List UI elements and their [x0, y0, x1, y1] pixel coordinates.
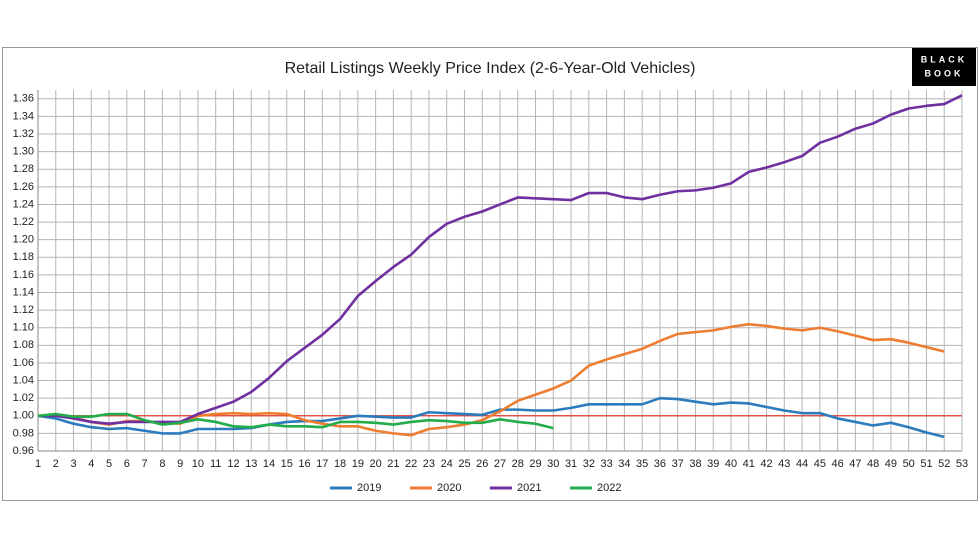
- y-tick-label: 1.28: [13, 163, 34, 175]
- y-tick-label: 1.10: [13, 322, 34, 334]
- x-tick-label: 36: [654, 458, 666, 470]
- y-tick-label: 1.32: [13, 128, 34, 140]
- x-tick-label: 7: [142, 458, 148, 470]
- x-tick-label: 22: [405, 458, 417, 470]
- x-tick-label: 16: [298, 458, 310, 470]
- x-tick-label: 43: [778, 458, 790, 470]
- x-tick-label: 45: [814, 458, 826, 470]
- x-tick-label: 40: [725, 458, 737, 470]
- x-tick-label: 14: [263, 458, 275, 470]
- y-tick-label: 1.06: [13, 357, 34, 369]
- y-tick-label: 0.96: [13, 445, 34, 457]
- x-tick-label: 26: [476, 458, 488, 470]
- y-tick-label: 1.24: [13, 198, 34, 210]
- x-tick-label: 19: [352, 458, 364, 470]
- x-tick-label: 23: [423, 458, 435, 470]
- series-line: [37, 412, 554, 430]
- series-line: [38, 94, 963, 425]
- x-tick-label: 48: [867, 458, 879, 470]
- x-tick-label: 31: [565, 458, 577, 470]
- x-tick-label: 42: [760, 458, 772, 470]
- x-tick-label: 24: [441, 458, 453, 470]
- x-tick-label: 17: [316, 458, 328, 470]
- y-tick-label: 1.08: [13, 339, 34, 351]
- x-tick-label: 8: [159, 458, 165, 470]
- x-tick-label: 10: [192, 458, 204, 470]
- x-tick-label: 28: [512, 458, 524, 470]
- x-tick-label: 2: [53, 458, 59, 470]
- y-tick-label: 1.36: [13, 93, 34, 105]
- x-tick-label: 3: [70, 458, 76, 470]
- x-tick-label: 29: [529, 458, 541, 470]
- logo-box: [912, 48, 976, 86]
- x-tick-label: 1: [35, 458, 41, 470]
- x-tick-label: 18: [334, 458, 346, 470]
- x-tick-label: 50: [903, 458, 915, 470]
- y-tick-label: 1.22: [13, 216, 34, 228]
- y-tick-label: 1.26: [13, 181, 34, 193]
- x-tick-label: 5: [106, 458, 112, 470]
- x-tick-label: 34: [618, 458, 630, 470]
- x-tick-label: 44: [796, 458, 808, 470]
- x-tick-label: 27: [494, 458, 506, 470]
- x-tick-label: 52: [938, 458, 950, 470]
- y-tick-label: 1.14: [13, 286, 34, 298]
- x-tick-label: 15: [281, 458, 293, 470]
- logo-text: BLACK: [921, 54, 968, 64]
- y-tick-label: 1.20: [13, 234, 34, 246]
- x-tick-label: 37: [672, 458, 684, 470]
- logo-text: BOOK: [925, 68, 964, 78]
- y-tick-label: 1.02: [13, 392, 34, 404]
- chart-title: Retail Listings Weekly Price Index (2-6-…: [285, 60, 696, 77]
- x-tick-label: 11: [210, 458, 221, 470]
- legend-label: 2021: [517, 482, 541, 494]
- x-tick-label: 4: [88, 458, 94, 470]
- x-tick-label: 6: [124, 458, 130, 470]
- x-tick-label: 25: [458, 458, 470, 470]
- x-tick-label: 30: [547, 458, 559, 470]
- y-tick-label: 1.34: [13, 110, 34, 122]
- x-tick-label: 35: [636, 458, 648, 470]
- y-tick-label: 1.12: [13, 304, 34, 316]
- y-tick-label: 1.18: [13, 251, 34, 263]
- legend-label: 2019: [357, 482, 381, 494]
- x-tick-label: 46: [831, 458, 843, 470]
- x-tick-label: 51: [920, 458, 932, 470]
- y-tick-label: 1.00: [13, 410, 34, 422]
- x-tick-label: 49: [885, 458, 897, 470]
- series-line: [37, 396, 945, 439]
- x-tick-label: 39: [707, 458, 719, 470]
- y-tick-label: 1.30: [13, 146, 34, 158]
- y-tick-label: 1.04: [13, 374, 34, 386]
- x-tick-label: 53: [956, 458, 968, 470]
- x-tick-label: 32: [583, 458, 595, 470]
- x-tick-label: 21: [387, 458, 399, 470]
- y-tick-label: 0.98: [13, 427, 34, 439]
- x-tick-label: 20: [369, 458, 381, 470]
- x-tick-label: 47: [849, 458, 861, 470]
- x-tick-label: 33: [600, 458, 612, 470]
- x-tick-label: 9: [177, 458, 183, 470]
- x-tick-label: 13: [245, 458, 257, 470]
- legend-label: 2022: [597, 482, 621, 494]
- legend-label: 2020: [437, 482, 461, 494]
- y-tick-label: 1.16: [13, 269, 34, 281]
- x-tick-label: 12: [227, 458, 239, 470]
- x-tick-label: 41: [743, 458, 755, 470]
- x-tick-label: 38: [689, 458, 701, 470]
